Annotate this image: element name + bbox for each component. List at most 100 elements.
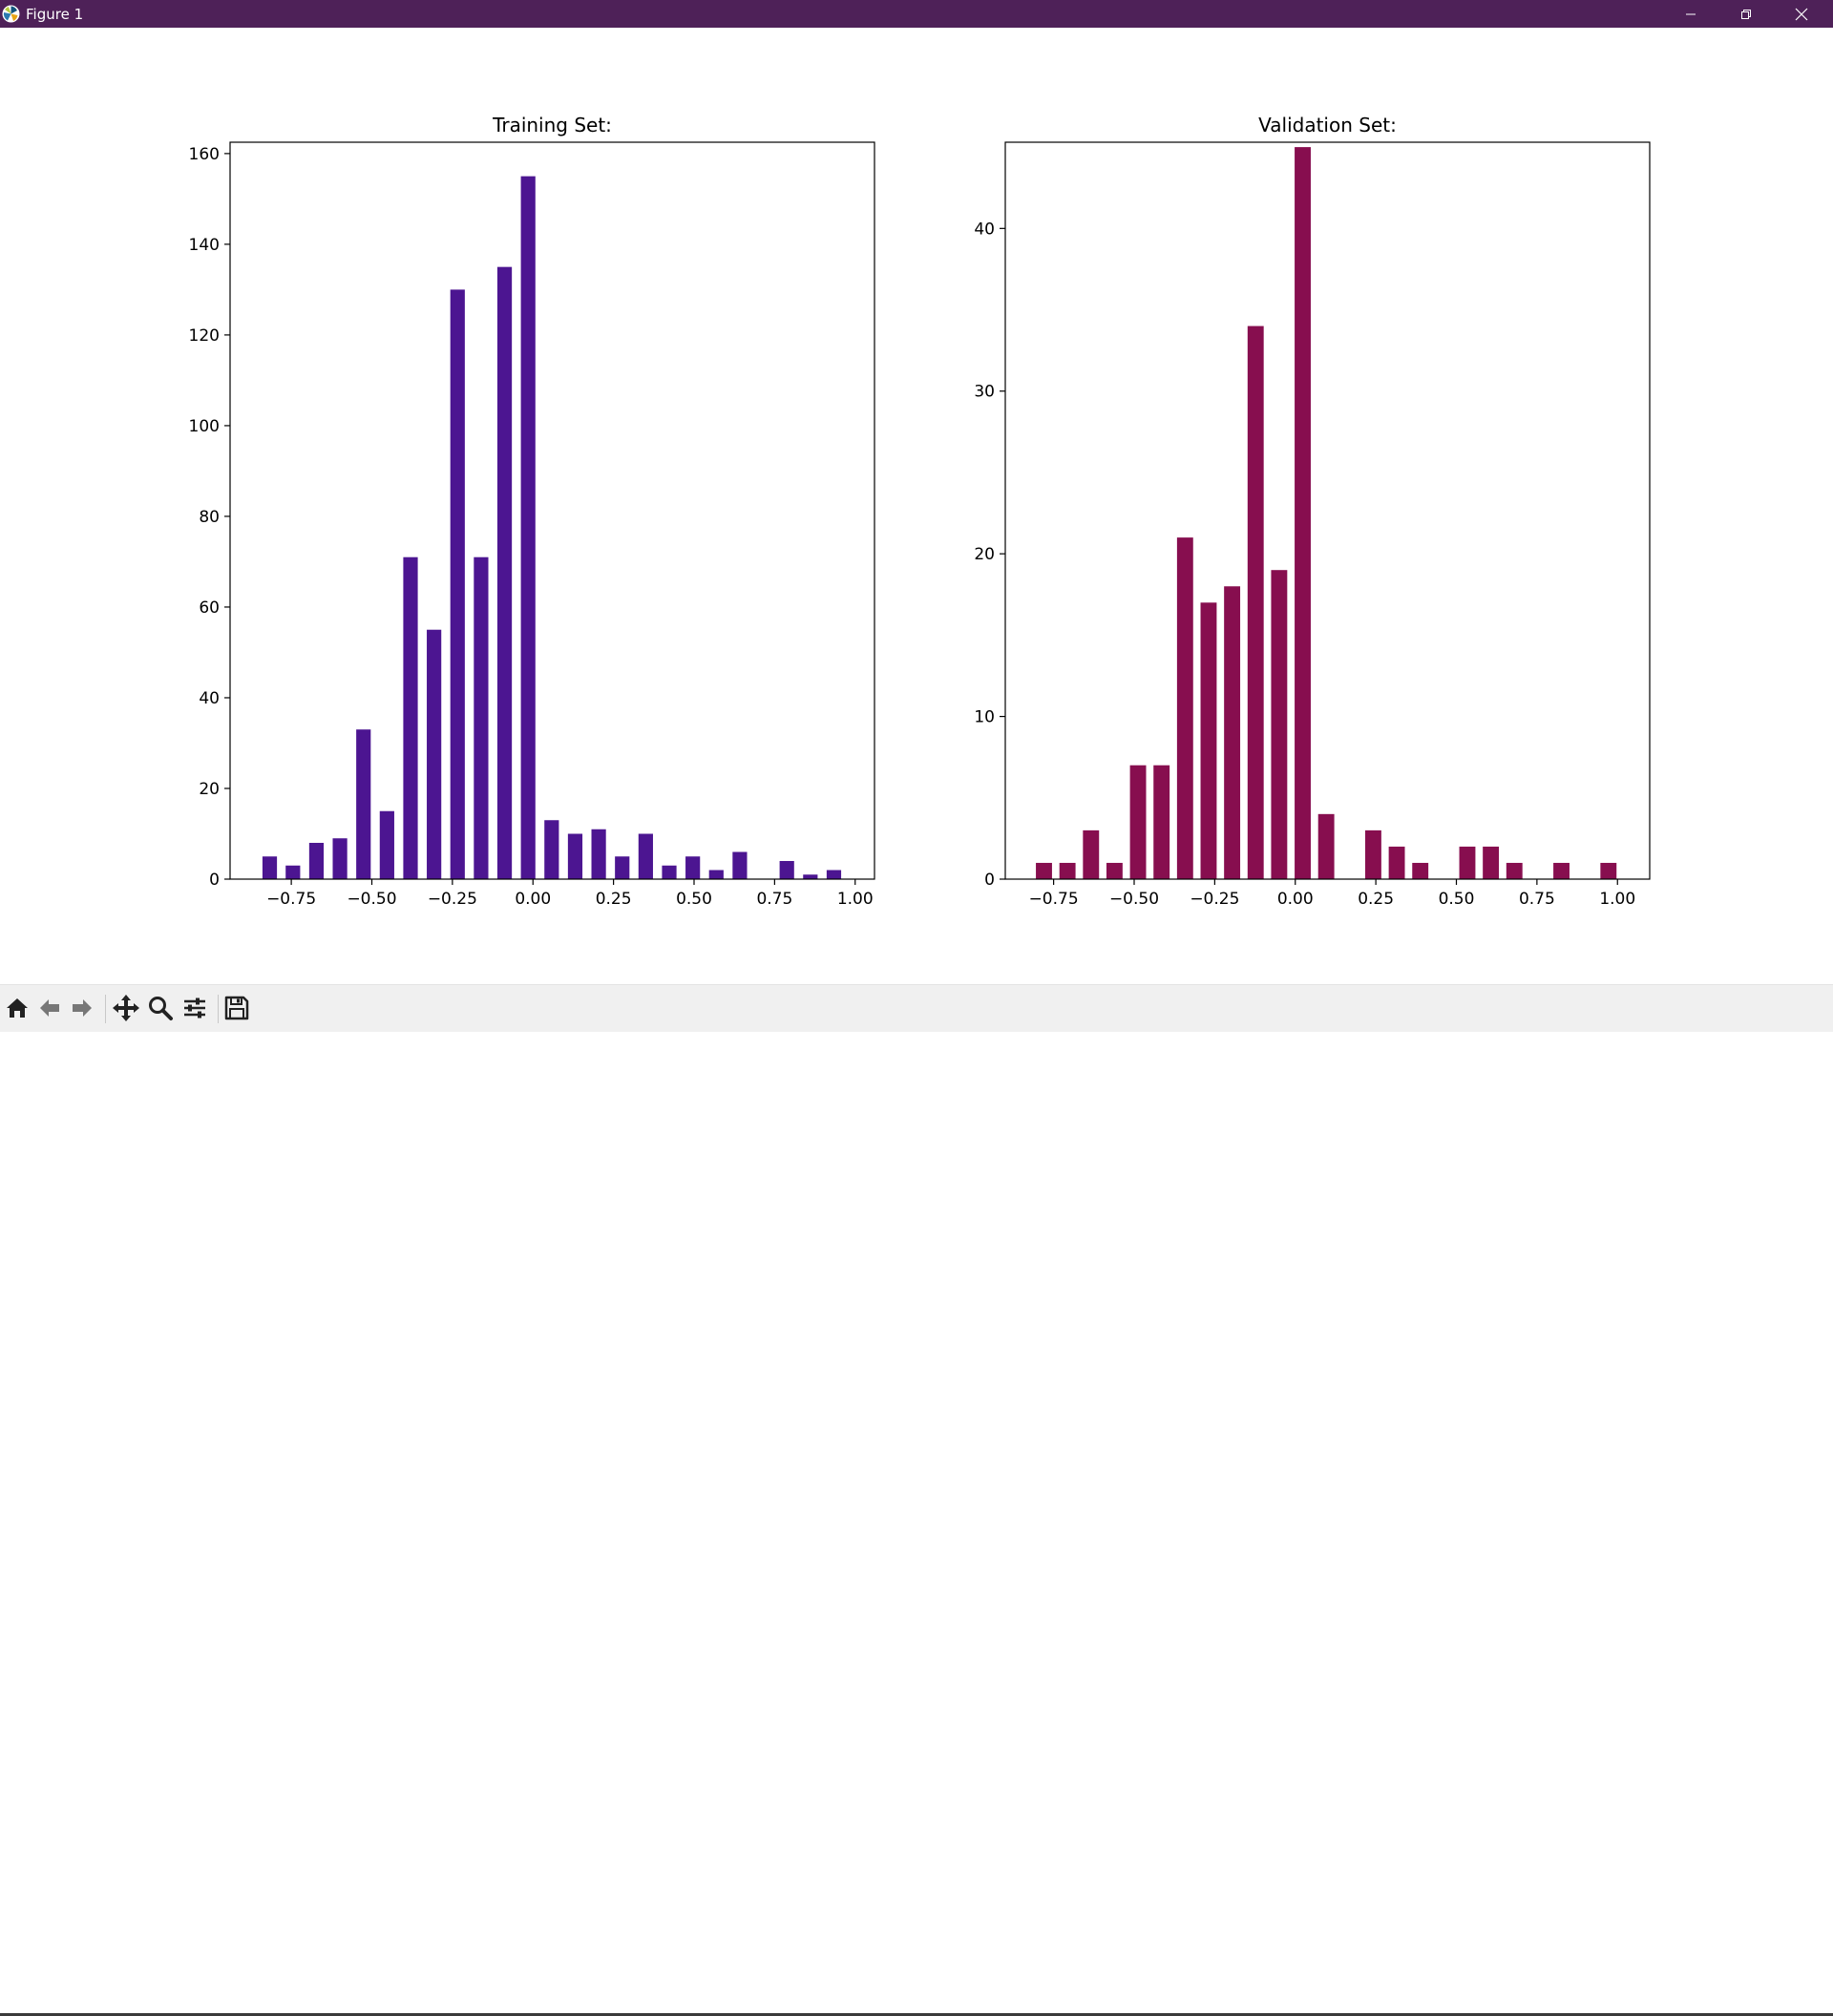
bar xyxy=(1176,537,1193,879)
bar xyxy=(1459,846,1476,879)
home-button[interactable] xyxy=(2,993,32,1023)
pan-button[interactable] xyxy=(111,993,141,1023)
bar xyxy=(403,556,418,879)
x-tick-label: 1.00 xyxy=(837,890,874,909)
y-tick-label: 0 xyxy=(984,871,995,890)
bar xyxy=(1129,765,1147,879)
forward-button[interactable] xyxy=(67,993,97,1023)
bar xyxy=(1483,846,1500,879)
y-tick-label: 100 xyxy=(189,417,220,436)
bar xyxy=(1153,765,1170,879)
bar xyxy=(826,870,842,879)
x-tick-label: 0.00 xyxy=(1277,890,1314,909)
axes-frame xyxy=(229,141,875,880)
x-tick-label: −0.75 xyxy=(1029,890,1079,909)
bar xyxy=(1271,570,1288,879)
zoom-button[interactable] xyxy=(145,993,176,1023)
bar xyxy=(732,851,748,879)
bar xyxy=(427,629,442,879)
axes-frame xyxy=(1004,141,1651,880)
toolbar-separator xyxy=(218,995,219,1023)
bar xyxy=(356,729,371,879)
bar xyxy=(803,874,818,879)
x-tick-label: 0.00 xyxy=(515,890,551,909)
y-tick-label: 30 xyxy=(974,383,995,402)
save-button[interactable] xyxy=(221,993,252,1023)
y-tick-label: 160 xyxy=(189,145,220,164)
y-tick-label: 140 xyxy=(189,236,220,255)
x-tick-label: −0.25 xyxy=(428,890,477,909)
x-tick-label: −0.25 xyxy=(1190,890,1239,909)
y-tick-label: 80 xyxy=(199,508,220,527)
y-tick-label: 120 xyxy=(189,326,220,346)
bar xyxy=(1364,830,1381,879)
y-tick-label: 60 xyxy=(199,598,220,618)
toolbar-separator xyxy=(105,995,106,1023)
bar xyxy=(1600,862,1617,879)
bar xyxy=(520,176,536,879)
bar xyxy=(1247,326,1264,879)
bar xyxy=(544,820,559,879)
x-tick-label: −0.50 xyxy=(347,890,396,909)
bar xyxy=(779,861,794,879)
y-tick-label: 0 xyxy=(209,871,220,890)
bar xyxy=(496,266,513,879)
restore-button[interactable] xyxy=(1718,0,1774,28)
bar xyxy=(262,856,278,879)
bar xyxy=(285,865,301,879)
bar xyxy=(1106,862,1123,879)
bar xyxy=(1224,586,1241,879)
y-tick-label: 20 xyxy=(974,545,995,564)
y-tick-label: 20 xyxy=(199,780,220,799)
minimize-button[interactable] xyxy=(1663,0,1718,28)
x-tick-label: 0.50 xyxy=(1439,890,1475,909)
x-tick-label: 0.25 xyxy=(1358,890,1394,909)
x-tick-label: 1.00 xyxy=(1599,890,1635,909)
subplot-1: Training Set: −0.75 −0.50 −0.25 0.00 0.25 0.50… xyxy=(189,114,875,909)
bar xyxy=(1506,862,1523,879)
zoom-magnifier-icon xyxy=(149,997,173,1020)
bar xyxy=(685,856,701,879)
bar xyxy=(567,833,583,879)
back-arrow-icon xyxy=(40,999,59,1017)
window-titlebar: Figure 1 xyxy=(0,0,1833,28)
y-tick-label: 10 xyxy=(974,708,995,727)
bar xyxy=(708,870,724,879)
bar xyxy=(662,865,677,879)
restore-icon xyxy=(1741,9,1751,19)
back-button[interactable] xyxy=(34,993,65,1023)
bar xyxy=(1059,862,1076,879)
bar xyxy=(1317,813,1335,879)
bar xyxy=(1553,862,1570,879)
window-title: Figure 1 xyxy=(26,6,84,23)
minimize-icon xyxy=(1686,13,1696,14)
configure-subplots-button[interactable] xyxy=(179,993,210,1023)
matplotlib-logo-icon xyxy=(2,5,20,23)
bar xyxy=(1036,862,1052,879)
bar xyxy=(638,833,653,879)
bar xyxy=(1388,846,1405,879)
bar xyxy=(474,556,489,879)
bar xyxy=(615,856,630,879)
configure-subplots-icon xyxy=(184,998,205,1018)
figure-canvas[interactable]: Training Set: −0.75 −0.50 −0.25 0.00 0.25 0.50… xyxy=(0,28,1833,984)
x-tick-label: 0.25 xyxy=(596,890,632,909)
chart-title: Validation Set: xyxy=(1258,114,1397,136)
close-icon xyxy=(1795,8,1808,20)
bar xyxy=(450,289,465,879)
bar xyxy=(1083,830,1100,879)
x-tick-label: 0.75 xyxy=(1519,890,1555,909)
bar xyxy=(591,829,606,879)
save-icon xyxy=(224,996,249,1020)
x-tick-label: 0.75 xyxy=(756,890,792,909)
close-button[interactable] xyxy=(1774,0,1829,28)
bar xyxy=(332,838,348,879)
home-icon xyxy=(7,998,28,1018)
chart-title: Training Set: xyxy=(492,114,612,136)
navigation-toolbar xyxy=(0,984,1833,2016)
forward-arrow-icon xyxy=(73,999,92,1017)
subplot-2: Validation Set: −0.75 −0.50 −0.25 0.00 0.25 0.… xyxy=(974,114,1651,909)
bar xyxy=(1412,862,1429,879)
bar xyxy=(379,810,394,879)
y-tick-label: 40 xyxy=(974,220,995,239)
